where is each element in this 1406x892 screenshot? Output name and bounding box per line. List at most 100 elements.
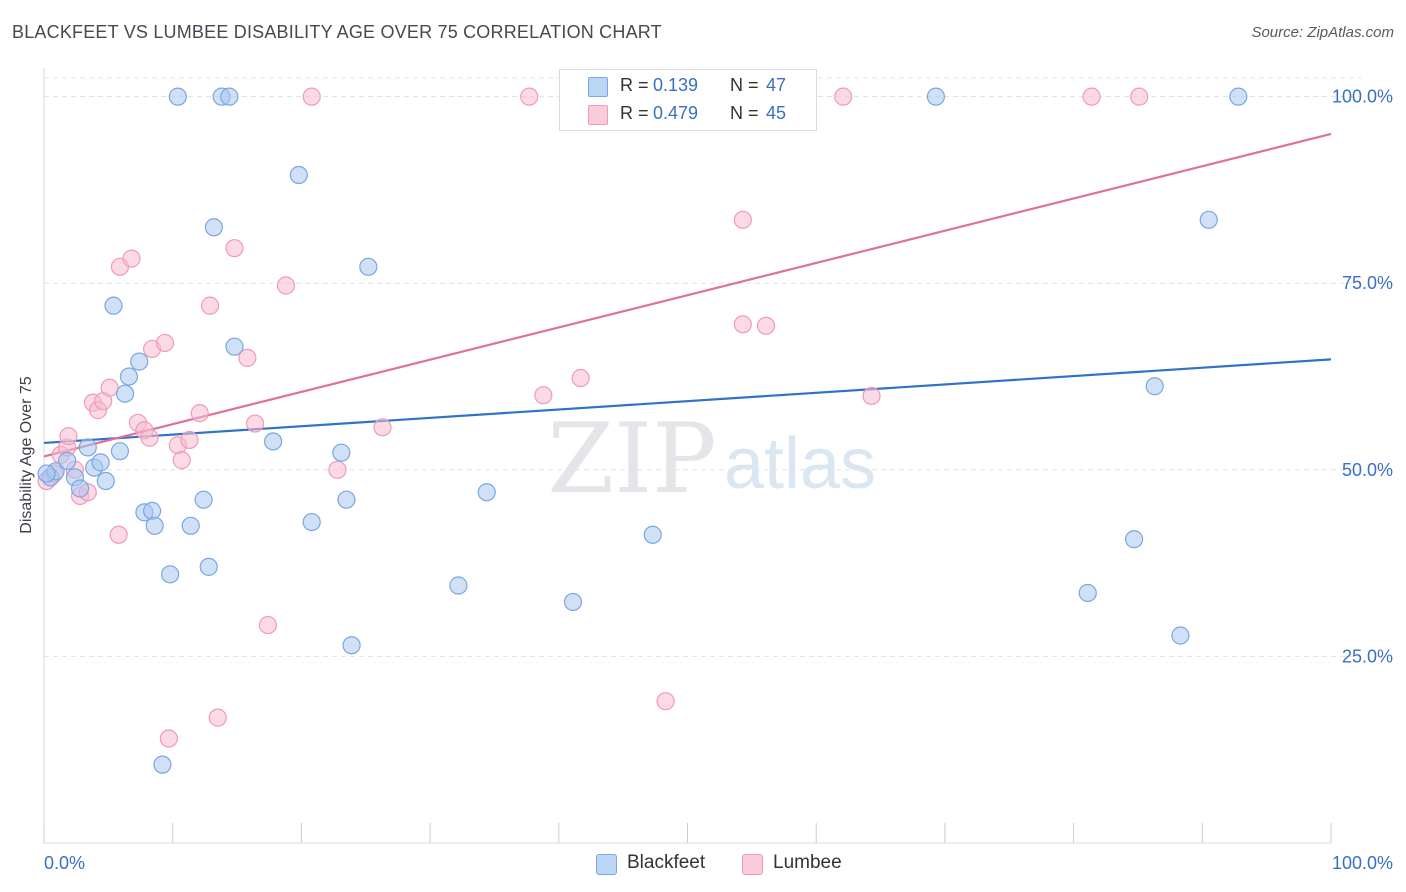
legend-n-label: N = bbox=[730, 103, 759, 123]
blackfeet-point bbox=[194, 490, 213, 509]
lumbee-legend-swatch bbox=[742, 854, 763, 875]
legend-row-blackfeet: R = 0.139 N = 47 bbox=[560, 72, 816, 100]
blackfeet-point bbox=[181, 516, 200, 535]
gridlines bbox=[44, 77, 1361, 657]
blackfeet-point bbox=[58, 451, 77, 470]
legend-label-blackfeet: Blackfeet bbox=[627, 852, 706, 873]
blackfeet-point bbox=[1199, 210, 1218, 229]
blackfeet-point bbox=[359, 257, 378, 276]
lumbee-point bbox=[733, 210, 752, 229]
blackfeet-point bbox=[302, 512, 321, 532]
legend-label-lumbee: Lumbee bbox=[773, 852, 842, 873]
legend-r-value: 0.479 bbox=[653, 103, 699, 123]
blackfeet-point bbox=[926, 87, 945, 106]
lumbee-point bbox=[1082, 87, 1101, 106]
blackfeet-point bbox=[1229, 87, 1248, 106]
blackfeet-point bbox=[332, 443, 351, 462]
lumbee-point bbox=[238, 348, 257, 367]
lumbee-point bbox=[200, 296, 220, 315]
lumbee-point bbox=[276, 276, 296, 295]
blackfeet-swatch bbox=[588, 77, 608, 97]
blackfeet-point bbox=[153, 755, 172, 774]
lumbee-point bbox=[1130, 87, 1149, 106]
watermark: ZIP atlas bbox=[547, 403, 876, 515]
lumbee-point bbox=[180, 430, 199, 450]
lumbee-point bbox=[834, 87, 853, 106]
y-tick-label: 50.0% bbox=[1342, 460, 1393, 480]
chart-title: BLACKFEET VS LUMBEE DISABILITY AGE OVER … bbox=[12, 22, 662, 42]
lumbee-point bbox=[302, 87, 321, 106]
blackfeet-point bbox=[220, 87, 239, 106]
lumbee-point bbox=[656, 692, 675, 711]
watermark-atlas: atlas bbox=[724, 424, 876, 504]
lumbee-point bbox=[258, 615, 278, 635]
axes bbox=[43, 68, 1332, 844]
lumbee-point bbox=[155, 333, 175, 353]
blackfeet-point bbox=[70, 479, 90, 498]
blackfeet-point bbox=[161, 565, 180, 584]
legend-r-value: 0.139 bbox=[653, 75, 699, 95]
lumbee-point bbox=[159, 729, 178, 748]
lumbee-swatch bbox=[588, 105, 608, 125]
lumbee-point bbox=[534, 386, 553, 405]
lumbee-point bbox=[520, 87, 539, 106]
lumbee-point bbox=[172, 451, 191, 470]
lumbee-point bbox=[328, 460, 347, 479]
blackfeet-point bbox=[199, 557, 218, 576]
blackfeet-point bbox=[168, 87, 187, 106]
blackfeet-point bbox=[37, 464, 56, 483]
blackfeet-point bbox=[115, 384, 135, 403]
tick-labels: 25.0% 50.0% 75.0% 100.0% 0.0% 100.0% bbox=[44, 87, 1393, 873]
legend-n-label: N = bbox=[730, 75, 759, 95]
y-tick-label: 25.0% bbox=[1342, 646, 1393, 666]
blackfeet-point bbox=[91, 453, 110, 472]
legend-r-label: R = bbox=[620, 75, 649, 95]
lumbee-point bbox=[571, 368, 590, 388]
blackfeet-point bbox=[449, 576, 468, 595]
y-tick-label: 100.0% bbox=[1332, 87, 1393, 107]
lumbee-point bbox=[109, 525, 128, 544]
lumbee-point bbox=[140, 428, 159, 447]
blackfeet-point bbox=[1124, 530, 1144, 549]
lumbee-point bbox=[100, 378, 119, 397]
blackfeet-point bbox=[342, 636, 361, 655]
blackfeet-point bbox=[263, 432, 283, 451]
blackfeet-point bbox=[1145, 377, 1164, 396]
stats-legend: R = 0.139 N = 47 R = 0.479 N = 45 bbox=[559, 69, 817, 131]
lumbee-point bbox=[208, 708, 227, 727]
blackfeet-point bbox=[145, 516, 164, 535]
data-points bbox=[37, 87, 1248, 774]
blackfeet-point bbox=[1171, 626, 1190, 645]
lumbee-trendline bbox=[43, 132, 1332, 458]
blackfeet-point bbox=[225, 337, 244, 356]
y-tick-label: 75.0% bbox=[1342, 273, 1393, 293]
legend-r-label: R = bbox=[620, 103, 649, 123]
blackfeet-point bbox=[643, 525, 662, 544]
blackfeet-point bbox=[96, 471, 115, 491]
blackfeet-point bbox=[477, 483, 496, 502]
y-axis-label: Disability Age Over 75 bbox=[18, 376, 35, 534]
blackfeet-point bbox=[119, 367, 139, 386]
lumbee-point bbox=[59, 427, 78, 446]
blackfeet-legend-swatch bbox=[596, 854, 617, 875]
blackfeet-point bbox=[110, 442, 130, 461]
lumbee-point bbox=[245, 414, 265, 433]
lumbee-point bbox=[225, 239, 244, 258]
blackfeet-point bbox=[78, 438, 97, 457]
lumbee-point bbox=[862, 386, 881, 406]
blackfeet-point bbox=[130, 352, 149, 371]
blackfeet-point bbox=[1078, 583, 1097, 603]
blackfeet-point bbox=[337, 490, 356, 509]
blackfeet-point bbox=[143, 501, 162, 520]
source-label: Source: ZipAtlas.com bbox=[1251, 24, 1394, 41]
lumbee-point bbox=[733, 315, 752, 334]
x-tick-label-max: 100.0% bbox=[1332, 853, 1393, 873]
legend-row-lumbee: R = 0.479 N = 45 bbox=[560, 100, 816, 128]
lumbee-point bbox=[122, 249, 141, 268]
blackfeet-point bbox=[563, 592, 583, 612]
watermark-zip: ZIP bbox=[547, 403, 716, 515]
lumbee-point bbox=[190, 404, 209, 423]
legend-n-value: 45 bbox=[766, 103, 787, 123]
lumbee-point bbox=[373, 418, 392, 437]
